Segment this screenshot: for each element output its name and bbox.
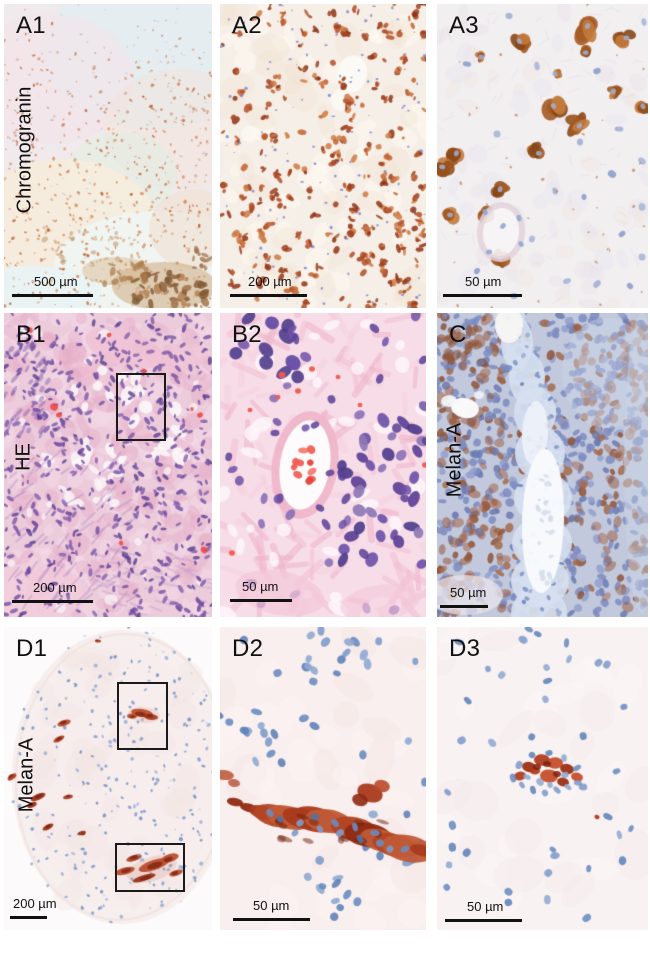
scale-text: 50 µm [253, 898, 290, 913]
panel-d1-label: D1 [16, 635, 48, 662]
scale-bar-b2: 50 µm [230, 579, 292, 602]
panel-a2: A2 200 µm [220, 4, 426, 308]
scale-text: 500 µm [34, 274, 78, 289]
micrograph-a2 [220, 4, 426, 308]
panel-b1-label: B1 [16, 321, 46, 348]
micrograph-b1 [4, 313, 212, 617]
micrograph-d2 [220, 627, 426, 930]
stain-label-chromogranin: Chromogranin [13, 86, 36, 214]
scale-line [230, 599, 292, 602]
panel-c-label: C [449, 321, 467, 348]
scale-bar-a2: 200 µm [230, 274, 307, 297]
scale-line [12, 600, 93, 603]
inset-box [116, 373, 166, 441]
scale-line [12, 294, 93, 297]
inset-box [117, 682, 168, 750]
scale-line [233, 918, 310, 921]
panel-d3-label: D3 [449, 635, 481, 662]
scale-text: 50 µm [467, 899, 504, 914]
panel-d2-label: D2 [232, 635, 264, 662]
scale-text: 200 µm [248, 274, 292, 289]
stain-label-he: HE [12, 443, 35, 471]
scale-line [445, 919, 522, 922]
panel-a2-label: A2 [232, 12, 262, 39]
scale-line [230, 294, 307, 297]
stain-label-melan-a: Melan-A [443, 422, 466, 498]
panel-a1: A1 Chromogranin 500 µm [4, 4, 212, 308]
scale-bar-c: 50 µm [440, 585, 488, 608]
scale-text: 50 µm [450, 585, 487, 600]
micrograph-a1 [4, 4, 212, 308]
scale-bar-d2: 50 µm [233, 898, 310, 921]
panel-c: C Melan-A 50 µm [437, 313, 648, 617]
scale-text: 200 µm [33, 580, 77, 595]
scale-text: 50 µm [465, 274, 502, 289]
scale-line [440, 605, 488, 608]
panel-b1: B1 HE 200 µm [4, 313, 212, 617]
scale-text: 50 µm [242, 579, 279, 594]
panel-d2: D2 50 µm [220, 627, 426, 930]
micrograph-d3 [437, 627, 648, 930]
scale-bar-b1: 200 µm [12, 580, 93, 603]
scale-line [10, 916, 47, 919]
scale-bar-a3: 50 µm [443, 274, 522, 297]
inset-box [115, 843, 185, 892]
stain-label-melan-a: Melan-A [15, 737, 38, 813]
micrograph-b2 [220, 313, 426, 617]
panel-a1-label: A1 [16, 12, 46, 39]
scale-bar-d1: 200 µm [10, 896, 57, 919]
micrograph-d1 [4, 627, 212, 930]
panel-d3: D3 50 µm [437, 627, 648, 930]
scale-bar-d3: 50 µm [445, 899, 522, 922]
panel-d1: D1 Melan-A 200 µm [4, 627, 212, 930]
panel-a3: A3 50 µm [437, 4, 648, 308]
scale-line [443, 294, 522, 297]
panel-b2-label: B2 [232, 321, 262, 348]
panel-a3-label: A3 [449, 12, 479, 39]
micrograph-a3 [437, 4, 648, 308]
micrograph-c [437, 313, 648, 617]
panel-b2: B2 50 µm [220, 313, 426, 617]
scale-bar-a1: 500 µm [12, 274, 93, 297]
scale-text: 200 µm [13, 896, 57, 911]
